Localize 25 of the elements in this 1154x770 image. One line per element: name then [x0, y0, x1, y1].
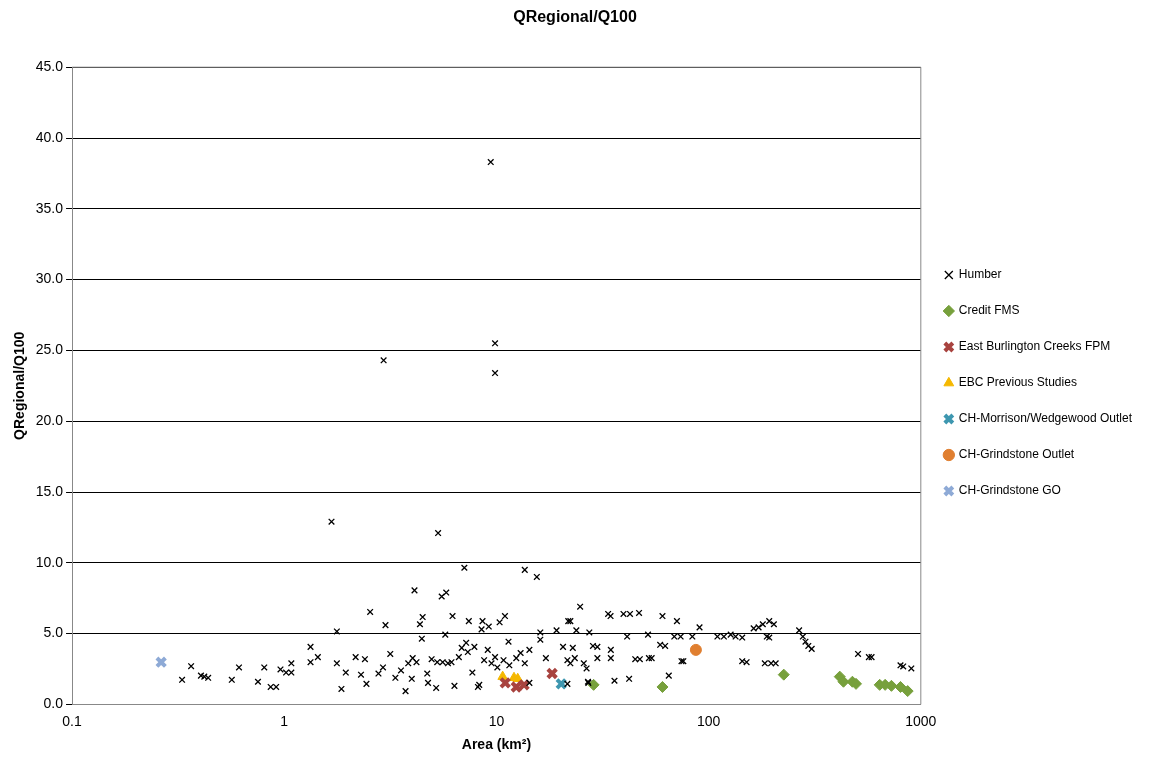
y-tick-label: 0.0	[43, 695, 64, 712]
legend-label: Credit FMS	[958, 303, 1020, 318]
y-tick-label: 30.0	[35, 270, 64, 287]
x-tick-label: 100	[696, 712, 721, 729]
y-tick-label: 5.0	[43, 624, 64, 641]
y-tick-label: 20.0	[35, 412, 64, 429]
x-axis-title: Area (km²)	[461, 736, 532, 753]
y-tick-label: 25.0	[35, 341, 64, 358]
legend-label: CH-Morrison/Wedgewood Outlet	[958, 411, 1133, 426]
legend-label: CH-Grindstone Outlet	[958, 447, 1075, 462]
x-tick-label: 10	[488, 712, 505, 729]
y-axis-title: QRegional/Q100	[11, 331, 28, 440]
y-tick-label: 35.0	[35, 199, 64, 216]
x-tick-label: 1000	[905, 712, 937, 729]
chart-title: QRegional/Q100	[513, 8, 637, 26]
y-tick-label: 45.0	[35, 58, 64, 75]
legend-label: East Burlington Creeks FPM	[958, 339, 1111, 354]
y-tick-label: 15.0	[35, 482, 64, 499]
legend-label: Humber	[958, 267, 1002, 282]
x-tick-label: 1	[280, 712, 289, 729]
y-tick-label: 40.0	[35, 128, 64, 145]
legend-label: CH-Grindstone GO	[958, 483, 1061, 498]
legend-label: EBC Previous Studies	[958, 375, 1077, 390]
x-tick-label: 0.1	[62, 712, 82, 729]
y-tick-label: 10.0	[35, 553, 64, 570]
